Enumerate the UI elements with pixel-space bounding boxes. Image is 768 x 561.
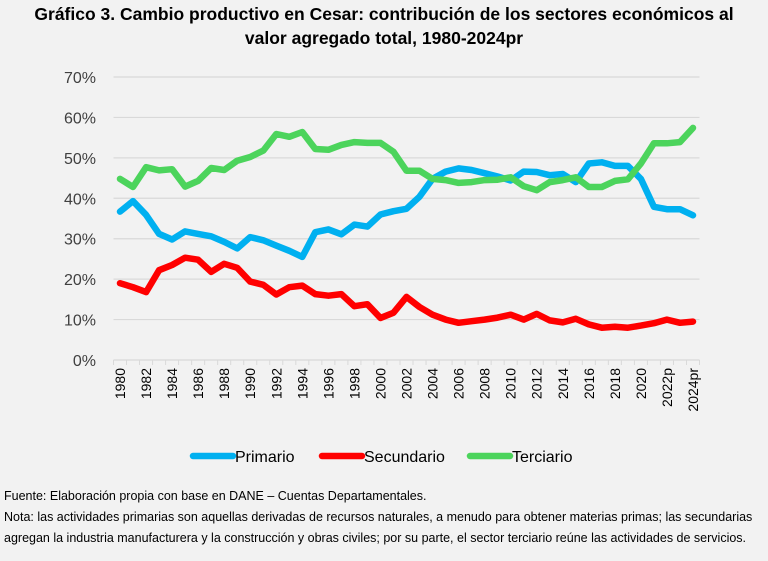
x-tick-label: 2024pr bbox=[685, 368, 701, 412]
x-axis-tick-labels: 1980 1982 1984 1986 1988 1990 1992 1994 1996 1998… bbox=[112, 368, 701, 412]
note-text: Nota: las actividades primarias son aque… bbox=[4, 510, 753, 545]
x-tick-label: 2012 bbox=[529, 368, 545, 399]
gridlines bbox=[113, 76, 700, 321]
x-tick-label: 1996 bbox=[320, 368, 336, 399]
legend-label: Secundario bbox=[364, 449, 445, 466]
legend: Primario Secundario Terciario bbox=[189, 449, 573, 466]
chart-title-line-2: valor agregado total, 1980-2024pr bbox=[244, 28, 524, 48]
x-tick-label: 1988 bbox=[216, 368, 232, 399]
x-tick-label: 1986 bbox=[190, 368, 206, 399]
x-tick-label: 1980 bbox=[112, 368, 128, 399]
x-tick-label: 1984 bbox=[164, 368, 180, 399]
x-axis bbox=[113, 359, 700, 365]
x-tick-label: 1998 bbox=[346, 368, 362, 399]
chart-title-line-1: Gráfico 3. Cambio productivo en Cesar: c… bbox=[34, 4, 734, 24]
y-tick-label: 20% bbox=[64, 272, 96, 289]
y-tick-label: 10% bbox=[64, 313, 96, 330]
series-line-secundario bbox=[116, 254, 697, 331]
legend-label: Terciario bbox=[512, 449, 573, 466]
x-tick-label: 1982 bbox=[138, 368, 154, 399]
y-tick-label: 50% bbox=[64, 151, 96, 168]
legend-item-terciario: Terciario bbox=[466, 449, 573, 466]
x-tick-label: 2010 bbox=[503, 368, 519, 399]
x-tick-label: 1992 bbox=[268, 368, 284, 399]
x-tick-label: 2008 bbox=[477, 368, 493, 399]
source-text: Fuente: Elaboración propia con base en D… bbox=[4, 489, 427, 503]
x-tick-label: 2004 bbox=[425, 368, 441, 399]
x-tick-label: 2002 bbox=[399, 368, 415, 399]
x-tick-label: 2020 bbox=[633, 368, 649, 399]
series-lines bbox=[116, 124, 697, 331]
chart-title: Gráfico 3. Cambio productivo en Cesar: c… bbox=[0, 2, 768, 50]
legend-item-secundario: Secundario bbox=[318, 449, 445, 466]
x-tick-label: 2014 bbox=[555, 368, 571, 399]
x-tick-label: 2000 bbox=[372, 368, 388, 399]
y-tick-label: 0% bbox=[73, 353, 96, 370]
source-notes: Fuente: Elaboración propia con base en D… bbox=[4, 486, 766, 549]
x-tick-label: 1994 bbox=[294, 368, 310, 399]
x-tick-label: 2006 bbox=[451, 368, 467, 399]
y-tick-label: 70% bbox=[64, 70, 96, 87]
series-line-terciario bbox=[116, 124, 697, 194]
y-tick-label: 40% bbox=[64, 191, 96, 208]
x-tick-label: 2022p bbox=[659, 368, 675, 407]
legend-item-primario: Primario bbox=[189, 449, 295, 466]
y-tick-label: 30% bbox=[64, 232, 96, 249]
legend-label: Primario bbox=[235, 449, 295, 466]
x-tick-label: 2016 bbox=[581, 368, 597, 399]
y-tick-label: 60% bbox=[64, 110, 96, 127]
y-axis-tick-labels: 0% 10% 20% 30% 40% 50% 60% 70% bbox=[64, 70, 96, 370]
series-line-primario bbox=[116, 159, 697, 261]
x-tick-label: 1990 bbox=[242, 368, 258, 399]
x-tick-label: 2018 bbox=[607, 368, 623, 399]
line-chart: 0% 10% 20% 30% 40% 50% 60% 70% 1980 1982 1984 1986… bbox=[64, 70, 701, 466]
